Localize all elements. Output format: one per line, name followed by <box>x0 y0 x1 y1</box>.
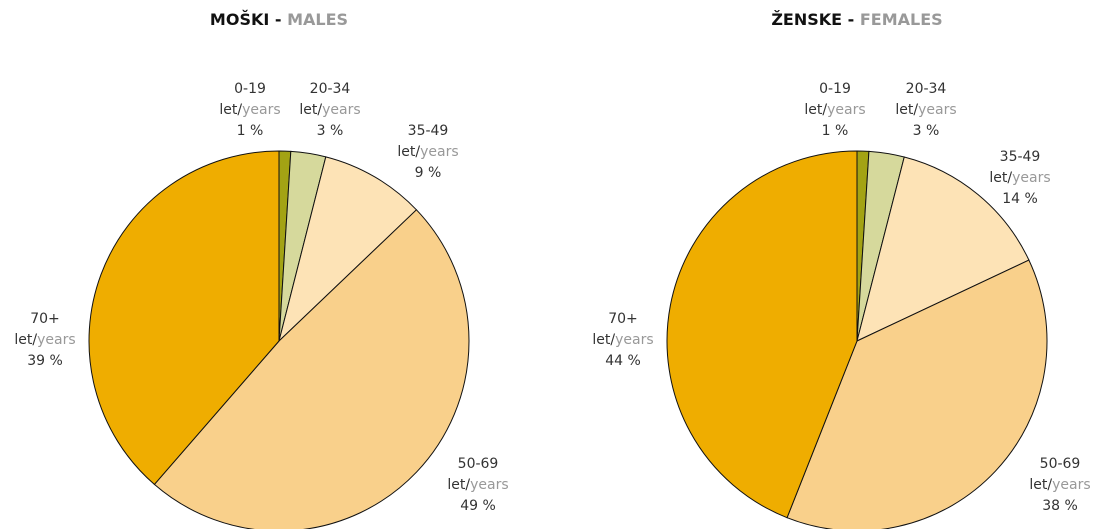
slice-category: 50-69 <box>458 456 499 472</box>
chart-title: MOŠKI - MALES <box>210 10 348 29</box>
unit-local: let/ <box>1029 477 1052 493</box>
unit-english: years <box>1052 477 1091 493</box>
unit-english: years <box>242 102 281 118</box>
slice-unit: let/years <box>447 477 508 493</box>
pie-slice <box>278 156 418 343</box>
pie-slice <box>666 150 858 519</box>
pie-slice <box>88 150 280 486</box>
unit-local: let/ <box>989 170 1012 186</box>
pie-slice <box>786 259 1048 529</box>
pie-slice <box>153 209 470 529</box>
unit-english: years <box>37 332 76 348</box>
slice-category: 70+ <box>608 311 638 327</box>
unit-local: let/ <box>219 102 242 118</box>
slice-category: 35-49 <box>1000 149 1041 165</box>
slice-unit: let/years <box>299 102 360 118</box>
slice-unit: let/years <box>592 332 653 348</box>
unit-english: years <box>322 102 361 118</box>
slice-unit: let/years <box>219 102 280 118</box>
title-local: MOŠKI - <box>210 10 282 29</box>
slice-value-label: 1 % <box>822 123 849 139</box>
slice-value-label: 14 % <box>1002 191 1038 207</box>
slice-value-label: 1 % <box>237 123 264 139</box>
unit-english: years <box>918 102 957 118</box>
unit-english: years <box>420 144 459 160</box>
slice-value-label: 38 % <box>1042 498 1078 514</box>
unit-local: let/ <box>804 102 827 118</box>
slice-unit: let/years <box>1029 477 1090 493</box>
unit-local: let/ <box>299 102 322 118</box>
slice-unit: let/years <box>989 170 1050 186</box>
unit-english: years <box>470 477 509 493</box>
title-english: FEMALES <box>860 10 943 29</box>
slice-category: 0-19 <box>819 81 851 97</box>
unit-local: let/ <box>447 477 470 493</box>
slice-unit: let/years <box>895 102 956 118</box>
chart-title: ŽENSKE - FEMALES <box>771 10 942 29</box>
slice-value-label: 9 % <box>415 165 442 181</box>
slice-value-label: 3 % <box>317 123 344 139</box>
slice-unit: let/years <box>804 102 865 118</box>
unit-local: let/ <box>14 332 37 348</box>
slice-category: 20-34 <box>310 81 351 97</box>
unit-local: let/ <box>397 144 420 160</box>
pie-slice <box>856 156 1030 342</box>
slice-category: 35-49 <box>408 123 449 139</box>
slice-category: 0-19 <box>234 81 266 97</box>
pie-chart: ŽENSKE - FEMALES 0-19 let/years 1 % 20-34 let… <box>592 10 1091 529</box>
title-local: ŽENSKE - <box>771 10 854 29</box>
slice-value-label: 49 % <box>460 498 496 514</box>
slice-category: 70+ <box>30 311 60 327</box>
slice-unit: let/years <box>397 144 458 160</box>
slice-category: 20-34 <box>906 81 947 97</box>
slice-unit: let/years <box>14 332 75 348</box>
slice-category: 50-69 <box>1040 456 1081 472</box>
unit-local: let/ <box>592 332 615 348</box>
unit-local: let/ <box>895 102 918 118</box>
slice-value-label: 3 % <box>913 123 940 139</box>
pie-chart: MOŠKI - MALES 0-19 let/years 1 % 20-34 let/ye… <box>14 10 509 529</box>
unit-english: years <box>615 332 654 348</box>
title-english: MALES <box>287 10 348 29</box>
unit-english: years <box>1012 170 1051 186</box>
slice-value-label: 39 % <box>27 353 63 369</box>
unit-english: years <box>827 102 866 118</box>
slice-value-label: 44 % <box>605 353 641 369</box>
